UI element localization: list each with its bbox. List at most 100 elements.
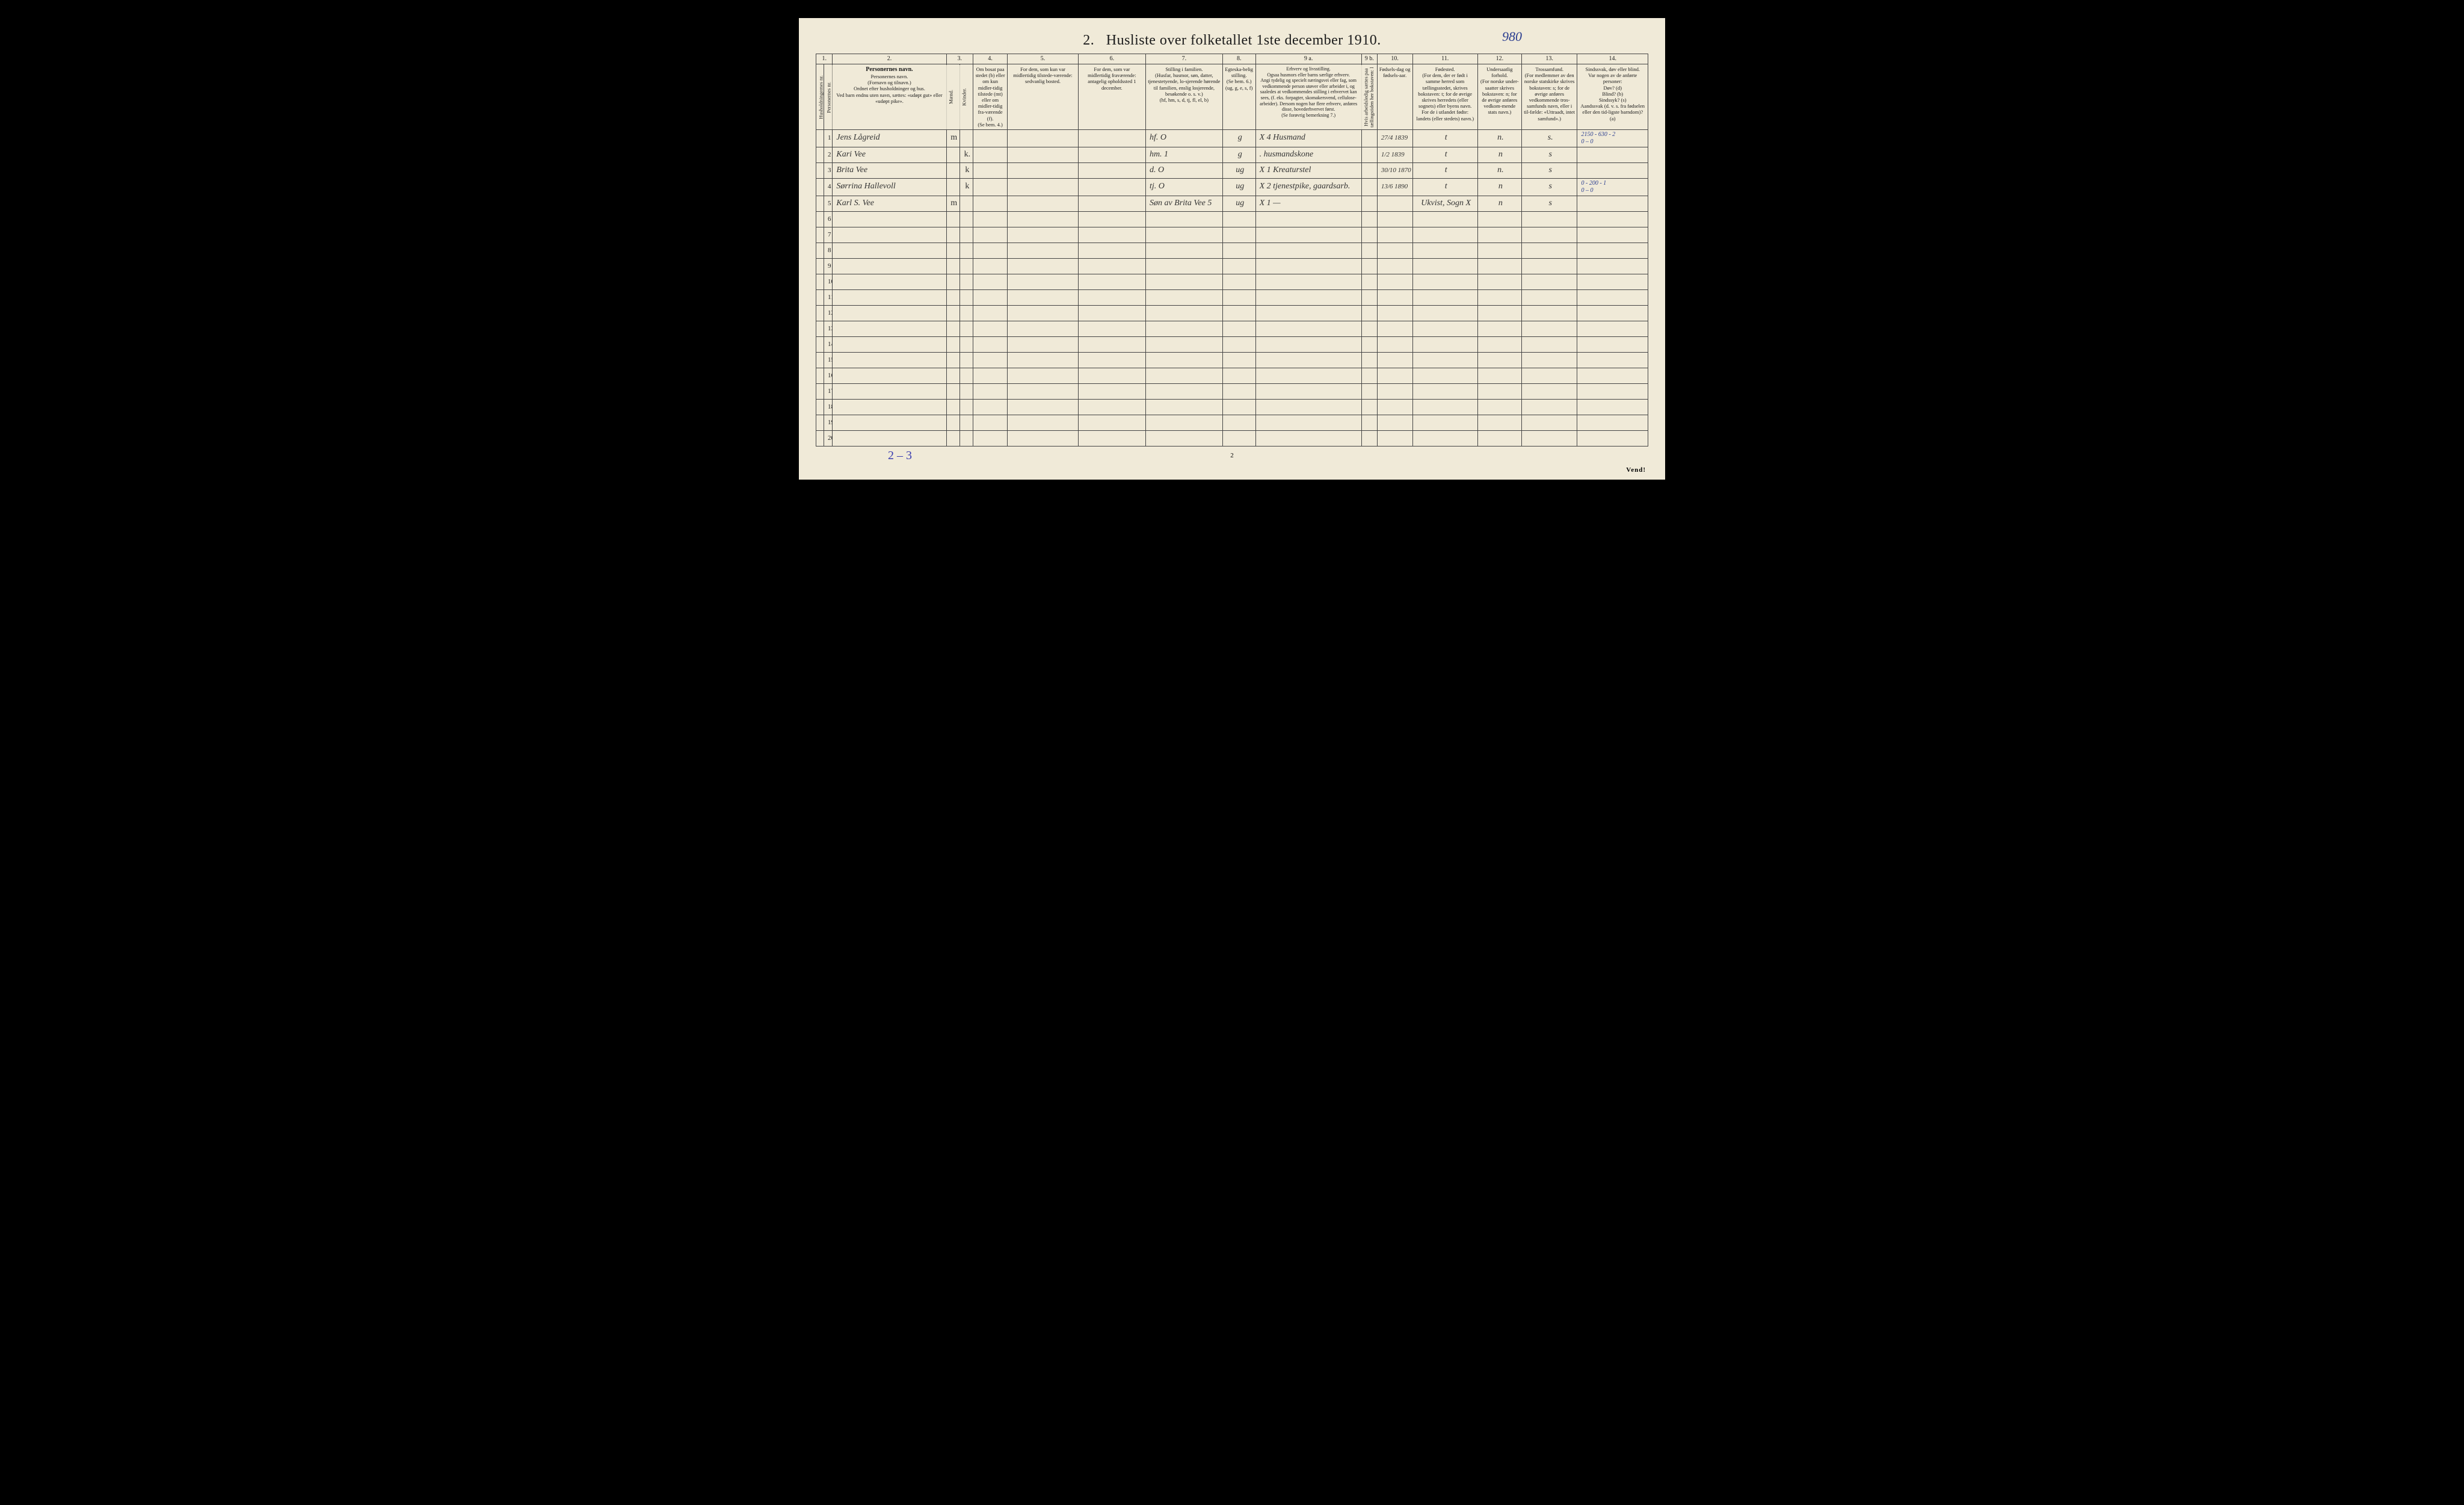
cell-hh — [816, 178, 824, 196]
cell-empty — [1222, 227, 1255, 243]
cell-empty — [959, 258, 973, 274]
cell-12: n — [1477, 178, 1521, 196]
cell-empty — [833, 305, 946, 321]
cell-empty — [946, 352, 959, 368]
cell-empty — [973, 336, 1007, 352]
cell-empty — [1078, 383, 1145, 399]
cell-empty — [1145, 352, 1222, 368]
cell-9a: X 1 Kreaturstel — [1255, 162, 1361, 178]
cell-sex-m — [946, 178, 959, 196]
cell-empty — [1577, 383, 1648, 399]
cell-empty — [1412, 321, 1477, 336]
table-row: 9 — [816, 258, 1648, 274]
cell-empty — [1577, 368, 1648, 383]
cell-person-nr: 9 — [824, 258, 833, 274]
cell-empty — [1521, 383, 1577, 399]
cell-empty — [1361, 227, 1377, 243]
cell-empty — [1145, 258, 1222, 274]
cell-empty — [1521, 243, 1577, 258]
head-5: For dem, som kun var midlertidig tilsted… — [1008, 64, 1078, 130]
cell-4 — [973, 162, 1007, 178]
colnum-14: 14. — [1577, 54, 1648, 64]
cell-9a: X 1 — — [1255, 196, 1361, 211]
cell-empty — [1377, 399, 1412, 415]
cell-empty — [1145, 399, 1222, 415]
cell-empty — [1477, 258, 1521, 274]
cell-person-nr: 2 — [824, 147, 833, 162]
head-2: Personernes navn.Personernes navn. (Forn… — [833, 64, 946, 130]
cell-empty — [1521, 289, 1577, 305]
table-row: 16 — [816, 368, 1648, 383]
table-row: 17 — [816, 383, 1648, 399]
cell-empty — [1412, 227, 1477, 243]
cell-empty — [946, 211, 959, 227]
cell-empty — [1477, 368, 1521, 383]
cell-empty — [1255, 211, 1361, 227]
cell-hh — [816, 243, 824, 258]
cell-empty — [1008, 243, 1078, 258]
cell-empty — [1008, 415, 1078, 430]
cell-empty — [1145, 321, 1222, 336]
cell-13: s — [1521, 196, 1577, 211]
cell-empty — [959, 211, 973, 227]
head-2-body: Personernes navn. (Fornavn og tilnavn.) … — [836, 73, 942, 104]
cell-empty — [1477, 415, 1521, 430]
page-title: 2. Husliste over folketallet 1ste decemb… — [1083, 32, 1381, 49]
cell-sex-m: m — [946, 129, 959, 147]
head-6: For dem, som var midlertidig fraværende:… — [1078, 64, 1145, 130]
cell-8: g — [1222, 147, 1255, 162]
cell-10 — [1377, 196, 1412, 211]
cell-empty — [1477, 289, 1521, 305]
cell-4 — [973, 196, 1007, 211]
cell-14 — [1577, 162, 1648, 178]
cell-empty — [973, 274, 1007, 289]
cell-empty — [1222, 430, 1255, 446]
cell-empty — [1078, 430, 1145, 446]
table-row: 14 — [816, 336, 1648, 352]
cell-12: n — [1477, 196, 1521, 211]
cell-4 — [973, 147, 1007, 162]
cell-empty — [1521, 305, 1577, 321]
table-row: 6 — [816, 211, 1648, 227]
cell-empty — [946, 243, 959, 258]
colnum-3: 3. — [946, 54, 973, 64]
cell-sex-k: k — [959, 162, 973, 178]
cell-empty — [833, 399, 946, 415]
cell-empty — [1477, 430, 1521, 446]
head-3b: Kvinder. — [959, 64, 973, 130]
cell-empty — [1255, 352, 1361, 368]
cell-empty — [1145, 415, 1222, 430]
table-row: 8 — [816, 243, 1648, 258]
cell-empty — [1361, 336, 1377, 352]
head-9b: Hvis arbeidsledig sættes paa tællingstid… — [1361, 64, 1377, 130]
cell-empty — [1577, 305, 1648, 321]
cell-empty — [973, 258, 1007, 274]
cell-empty — [946, 368, 959, 383]
cell-empty — [1145, 383, 1222, 399]
cell-13: s — [1521, 162, 1577, 178]
table-row: 11 — [816, 289, 1648, 305]
cell-empty — [1577, 430, 1648, 446]
cell-hh — [816, 289, 824, 305]
cell-person-nr: 10 — [824, 274, 833, 289]
cell-empty — [1145, 227, 1222, 243]
cell-empty — [1255, 368, 1361, 383]
cell-empty — [1008, 289, 1078, 305]
cell-sex-m: m — [946, 196, 959, 211]
cell-empty — [1078, 415, 1145, 430]
cell-8: ug — [1222, 196, 1255, 211]
cell-empty — [1477, 352, 1521, 368]
cell-empty — [1361, 368, 1377, 383]
cell-11: t — [1412, 178, 1477, 196]
cell-empty — [959, 336, 973, 352]
cell-13: s — [1521, 178, 1577, 196]
head-13: Trossamfund. (For medlemmer av den norsk… — [1521, 64, 1577, 130]
table-row: 7 — [816, 227, 1648, 243]
cell-empty — [973, 227, 1007, 243]
cell-empty — [1412, 430, 1477, 446]
cell-empty — [1521, 258, 1577, 274]
cell-empty — [1412, 274, 1477, 289]
cell-empty — [1412, 352, 1477, 368]
head-4: Om bosat paa stedet (b) eller om kun mid… — [973, 64, 1007, 130]
cell-empty — [1008, 352, 1078, 368]
